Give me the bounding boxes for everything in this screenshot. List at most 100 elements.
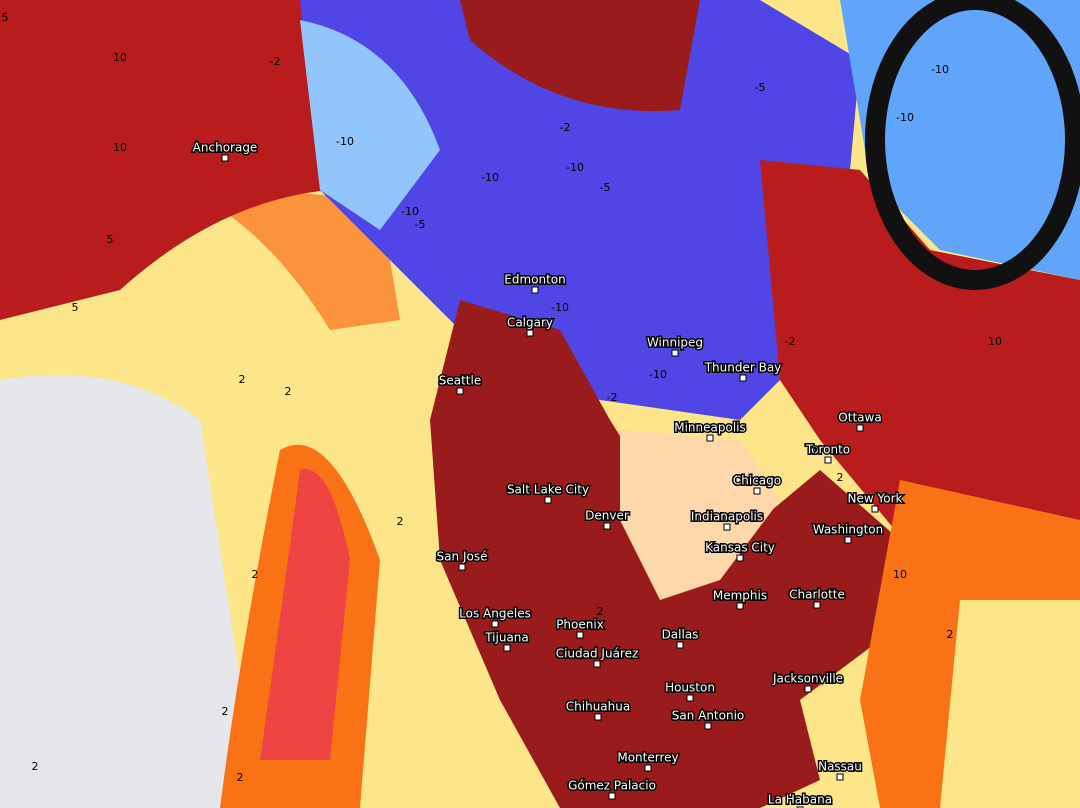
city-marker xyxy=(753,487,761,495)
city-label: Dallas xyxy=(662,628,699,642)
city-label: Gómez Palacio xyxy=(568,779,656,793)
city-label: Seattle xyxy=(439,374,481,388)
contour-label: -10 xyxy=(566,161,584,174)
contour-label: 2 xyxy=(947,628,954,641)
city-marker xyxy=(824,456,832,464)
contour-label: 10 xyxy=(113,51,127,64)
contour-label: 2 xyxy=(285,385,292,398)
contour-label: -2 xyxy=(560,121,571,134)
warm-core xyxy=(260,469,350,760)
city-label: New York xyxy=(848,492,903,506)
city-marker xyxy=(526,329,534,337)
contour-label: 2 xyxy=(222,705,229,718)
city-label: Salt Lake City xyxy=(507,483,589,497)
city-label: Jacksonville xyxy=(772,672,843,686)
city-marker xyxy=(603,522,611,530)
city-label: Phoenix xyxy=(556,618,604,632)
city-marker xyxy=(576,631,584,639)
contour-label: -10 xyxy=(481,171,499,184)
contour-label: 2 xyxy=(397,515,404,528)
contour-label: 2 xyxy=(597,605,604,618)
city-marker xyxy=(503,644,511,652)
city-marker xyxy=(608,792,616,800)
city-label: Thunder Bay xyxy=(704,361,782,375)
city-marker xyxy=(736,602,744,610)
contour-label: 2 xyxy=(32,760,39,773)
city-marker xyxy=(836,773,844,781)
city-marker xyxy=(593,660,601,668)
city-label: Tijuana xyxy=(484,631,529,645)
city-label: Ottawa xyxy=(838,411,881,425)
city-label: Anchorage xyxy=(193,141,258,155)
city-marker xyxy=(813,601,821,609)
contour-label: -10 xyxy=(649,368,667,381)
city-marker xyxy=(676,641,684,649)
city-label: San Antonio xyxy=(672,709,745,723)
city-marker xyxy=(704,722,712,730)
contour-label: -2 xyxy=(607,391,618,404)
labrador-cold xyxy=(840,0,1080,280)
city-label: Ciudad Juárez xyxy=(556,647,639,661)
highlight-circle xyxy=(865,0,1080,290)
ocean-cool xyxy=(0,375,260,808)
city-marker xyxy=(221,154,229,162)
contour-label: -5 xyxy=(415,218,426,231)
city-marker xyxy=(871,505,879,513)
contour-label: 5 xyxy=(107,233,114,246)
contour-label: -2 xyxy=(270,55,281,68)
contour-label: 2 xyxy=(239,373,246,386)
city-label: Calgary xyxy=(507,316,553,330)
city-marker xyxy=(739,374,747,382)
city-label: Denver xyxy=(585,509,629,523)
city-marker xyxy=(644,764,652,772)
us-warm xyxy=(430,300,900,808)
city-marker xyxy=(706,434,714,442)
city-label: Winnipeg xyxy=(647,336,703,350)
city-marker xyxy=(458,563,466,571)
contour-label: 2 xyxy=(812,445,819,458)
city-label: La Habana xyxy=(768,793,832,807)
contour-label: -5 xyxy=(755,81,766,94)
contour-label: -5 xyxy=(600,181,611,194)
city-marker xyxy=(594,713,602,721)
city-label: Nassau xyxy=(818,760,862,774)
contour-label: -10 xyxy=(896,111,914,124)
contour-label: 5 xyxy=(72,301,79,314)
city-marker xyxy=(686,694,694,702)
city-label: Washington xyxy=(813,523,884,537)
cold-edge xyxy=(300,20,440,230)
warm-band xyxy=(150,180,400,330)
city-label: Charlotte xyxy=(789,588,845,602)
contour-label: 10 xyxy=(988,335,1002,348)
city-label: Edmonton xyxy=(504,273,566,287)
contour-label: 10 xyxy=(893,568,907,581)
contour-label: 5 xyxy=(2,11,9,24)
city-marker xyxy=(844,536,852,544)
atlantic-mild xyxy=(940,600,1080,808)
arctic-warm xyxy=(460,0,700,112)
city-label: Kansas City xyxy=(705,541,775,555)
city-marker xyxy=(856,424,864,432)
city-label: Houston xyxy=(665,681,715,695)
city-label: Minneapolis xyxy=(674,421,746,435)
plains-mild xyxy=(620,430,780,600)
city-label: Memphis xyxy=(713,589,767,603)
city-label: Los Angeles xyxy=(459,607,531,621)
city-marker xyxy=(723,523,731,531)
city-label: Chicago xyxy=(733,474,781,488)
city-marker xyxy=(671,349,679,357)
city-label: Indianapolis xyxy=(691,510,763,524)
city-marker xyxy=(736,554,744,562)
contour-label: 2 xyxy=(237,771,244,784)
city-label: San José xyxy=(437,550,488,564)
city-label: Chihuahua xyxy=(566,700,630,714)
alaska-warm xyxy=(0,0,330,320)
city-marker xyxy=(491,620,499,628)
contour-label: -10 xyxy=(401,205,419,218)
canada-cold xyxy=(300,0,860,420)
contour-label: -10 xyxy=(336,135,354,148)
contour-label: -10 xyxy=(551,301,569,314)
contour-label: -10 xyxy=(931,63,949,76)
city-marker xyxy=(531,286,539,294)
